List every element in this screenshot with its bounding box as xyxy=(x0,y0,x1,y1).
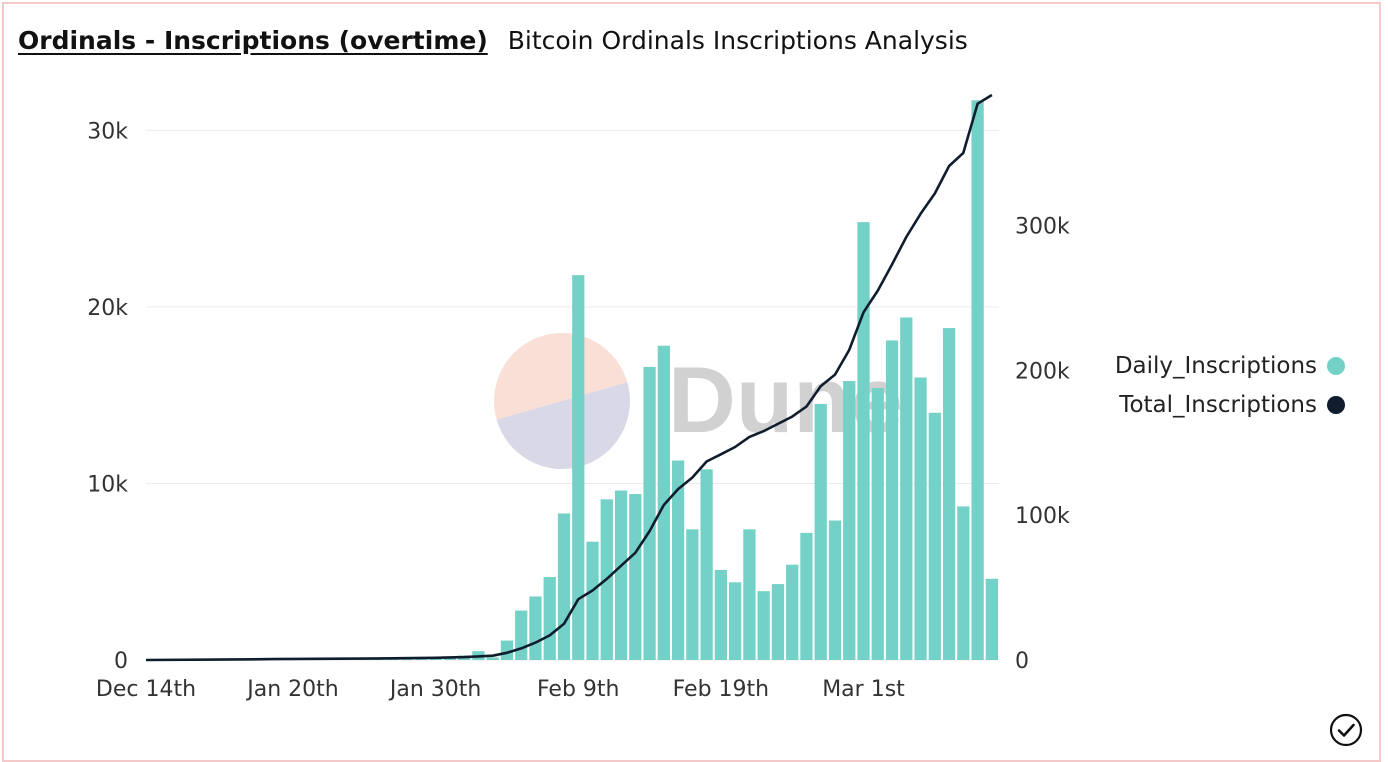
legend-item-daily[interactable]: Daily_Inscriptions xyxy=(1085,346,1345,385)
bar xyxy=(686,529,699,660)
bar xyxy=(914,377,927,660)
bar xyxy=(572,275,585,660)
bar xyxy=(871,388,884,660)
x-tick-label: Feb 9th xyxy=(537,677,620,702)
bar xyxy=(515,610,528,660)
daily-inscriptions-bars xyxy=(358,100,998,660)
bar xyxy=(828,520,842,660)
bar xyxy=(529,596,542,660)
bar xyxy=(714,569,728,660)
legend-label-total: Total_Inscriptions xyxy=(1119,391,1317,418)
bar xyxy=(486,657,499,660)
bar xyxy=(857,222,870,660)
chart-header: Ordinals - Inscriptions (overtime) Bitco… xyxy=(18,22,968,58)
bar xyxy=(900,317,913,660)
total-inscriptions-line xyxy=(145,93,993,662)
query-title-link[interactable]: Ordinals - Inscriptions (overtime) xyxy=(18,25,488,55)
bar xyxy=(557,513,571,660)
x-tick-label: Dec 14th xyxy=(96,677,196,702)
watermark-logo-bottom-half xyxy=(496,382,630,469)
bar xyxy=(500,640,514,660)
left-tick-label: 10k xyxy=(87,472,128,497)
bar xyxy=(671,460,685,660)
bar xyxy=(643,366,656,660)
check-circle-icon[interactable] xyxy=(1329,713,1363,747)
bar xyxy=(814,403,827,660)
right-tick-label: 0 xyxy=(1015,649,1029,674)
chart-legend: Daily_Inscriptions Total_Inscriptions xyxy=(1085,346,1345,424)
bar xyxy=(771,584,785,660)
bar xyxy=(629,494,642,660)
bar xyxy=(957,506,970,660)
bar xyxy=(543,577,556,660)
bar xyxy=(843,381,856,660)
left-tick-label: 30k xyxy=(87,119,128,144)
legend-item-total[interactable]: Total_Inscriptions xyxy=(1085,385,1345,424)
watermark-logo-top-half xyxy=(494,332,628,420)
legend-label-daily: Daily_Inscriptions xyxy=(1114,352,1317,379)
bar xyxy=(800,532,813,660)
bar xyxy=(700,469,713,660)
x-axis-ticks: Dec 14th Jan 20th Jan 30th Feb 9th Feb 19th M… xyxy=(96,677,905,702)
right-tick-label: 300k xyxy=(1015,214,1070,239)
bar xyxy=(971,100,984,660)
x-tick-label: Feb 19th xyxy=(673,677,770,702)
right-tick-label: 200k xyxy=(1015,359,1070,384)
bar xyxy=(429,658,442,660)
bar xyxy=(729,582,742,660)
legend-dot-daily xyxy=(1327,356,1345,375)
x-tick-label: Jan 20th xyxy=(245,677,338,702)
bar xyxy=(657,345,670,660)
bar xyxy=(786,564,799,660)
dune-watermark: Dune xyxy=(494,332,903,469)
bar xyxy=(614,490,628,660)
left-tick-label: 20k xyxy=(87,296,128,321)
left-tick-label: 0 xyxy=(114,649,128,674)
right-tick-label: 100k xyxy=(1015,504,1070,529)
legend-dot-total xyxy=(1327,395,1345,414)
bar xyxy=(586,541,599,660)
bar xyxy=(757,591,770,660)
bar xyxy=(743,529,756,660)
dashboard-title: Bitcoin Ordinals Inscriptions Analysis xyxy=(507,25,968,55)
x-tick-label: Mar 1st xyxy=(822,677,905,702)
bar xyxy=(443,657,457,660)
x-tick-label: Jan 30th xyxy=(388,677,481,702)
bar xyxy=(942,328,956,660)
left-axis-ticks: 0 10k 20k 30k xyxy=(87,119,128,674)
bar xyxy=(985,578,998,660)
bar xyxy=(928,412,941,660)
bar xyxy=(885,340,899,660)
right-axis-ticks: 0 100k 200k 300k xyxy=(1015,214,1070,674)
